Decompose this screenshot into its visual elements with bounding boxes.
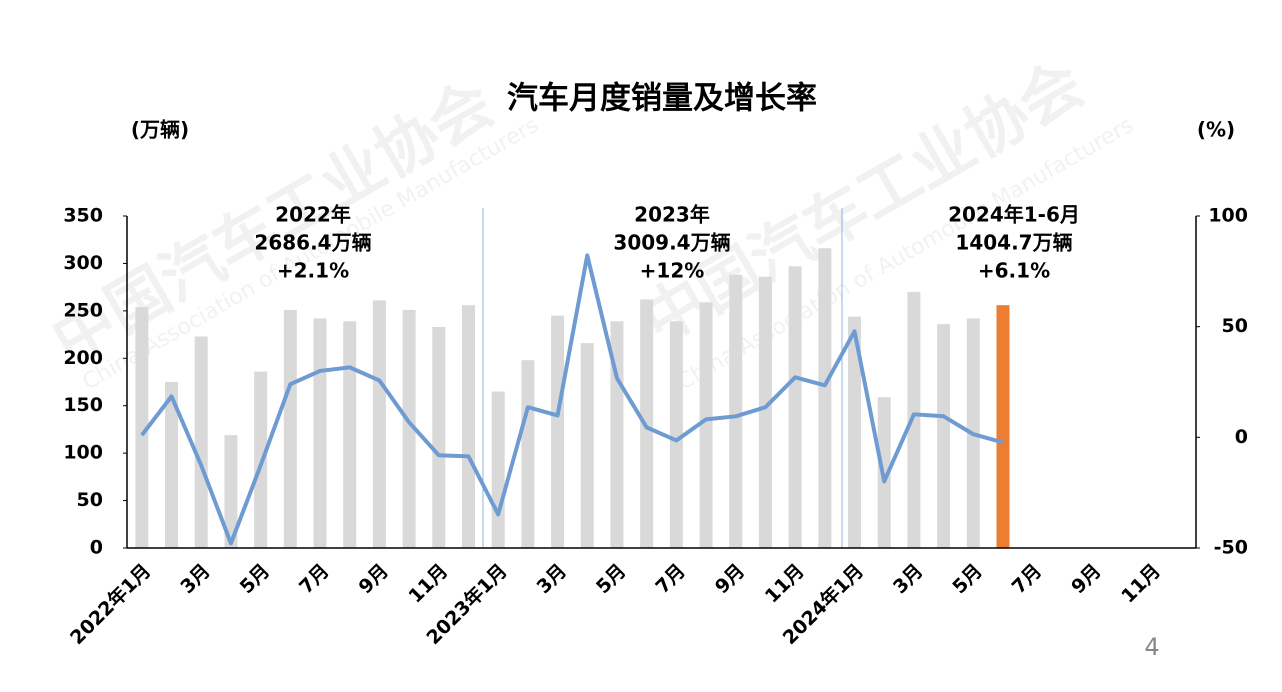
x-tick-label: 3月 [533,560,571,598]
annotation: 3009.4万辆 [613,231,730,255]
y-tick-label: 350 [63,205,103,227]
x-tick-label: 2022年1月 [65,559,155,649]
annotation: 2686.4万辆 [254,231,371,255]
x-tick-label: 11月 [405,560,453,608]
y2-tick-label: 0 [1235,426,1248,448]
x-tick-label: 7月 [651,560,689,598]
bar [699,302,713,548]
bar [135,307,149,548]
bar [432,326,446,548]
x-tick-label: 11月 [761,560,809,608]
bar [818,248,832,548]
bar [224,435,238,548]
bar [729,274,743,548]
x-tick-label: 5月 [592,560,630,598]
x-tick-label: 5月 [948,560,986,598]
bar [372,300,386,548]
bar [461,305,475,548]
bar [937,324,951,548]
bar [402,309,416,548]
x-tick-label: 9月 [711,560,749,598]
bar [551,315,565,548]
y-tick-label: 0 [90,537,103,559]
bar [996,305,1010,548]
bar [283,309,297,548]
annotation: +6.1% [978,259,1050,283]
y2-tick-label: 100 [1208,205,1248,227]
y-tick-label: 300 [63,252,103,274]
bar [907,291,921,548]
y-tick-label: 50 [77,489,103,511]
x-tick-label: 7月 [1008,560,1046,598]
annotation: 1404.7万辆 [955,231,1072,255]
x-tick-label: 5月 [236,560,274,598]
bar [491,391,505,548]
bar [758,276,772,548]
bar [669,321,683,548]
bar [580,343,594,548]
x-tick-label: 9月 [1067,560,1105,598]
bar [165,382,179,548]
bar [313,318,327,548]
bar [788,266,802,548]
line [140,253,1004,546]
y2-tick-label: -50 [1214,537,1248,559]
bar [194,336,208,548]
bar [848,316,862,548]
chart-title: 汽车月度销量及增长率 [507,81,817,117]
x-tick-label: 3月 [176,560,214,598]
y2-axis-label: (%) [1197,118,1235,142]
annotation: 2022年 [275,203,351,227]
y-axis-label: (万辆) [131,118,189,142]
page-number: 4 [1144,633,1159,661]
x-tick-label: 3月 [889,560,927,598]
annotation: 2024年1-6月 [948,203,1080,227]
x-tick-label: 9月 [354,560,392,598]
y-tick-label: 200 [63,347,103,369]
y-tick-label: 250 [63,299,103,321]
annotation: +12% [640,259,705,283]
y-tick-label: 100 [63,442,103,464]
x-tick-label: 11月 [1117,560,1165,608]
annotation: +2.1% [277,259,349,283]
annotation: 2023年 [634,203,710,227]
x-tick-label: 7月 [295,560,333,598]
y-tick-label: 150 [63,394,103,416]
y2-tick-label: 50 [1222,315,1248,337]
bar [343,321,357,548]
bar [610,321,624,548]
bar [521,360,535,548]
